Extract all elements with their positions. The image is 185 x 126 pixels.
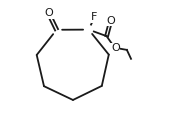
Text: F: F xyxy=(91,12,98,22)
Text: O: O xyxy=(45,8,53,18)
Text: O: O xyxy=(111,43,120,53)
Text: O: O xyxy=(106,16,115,26)
